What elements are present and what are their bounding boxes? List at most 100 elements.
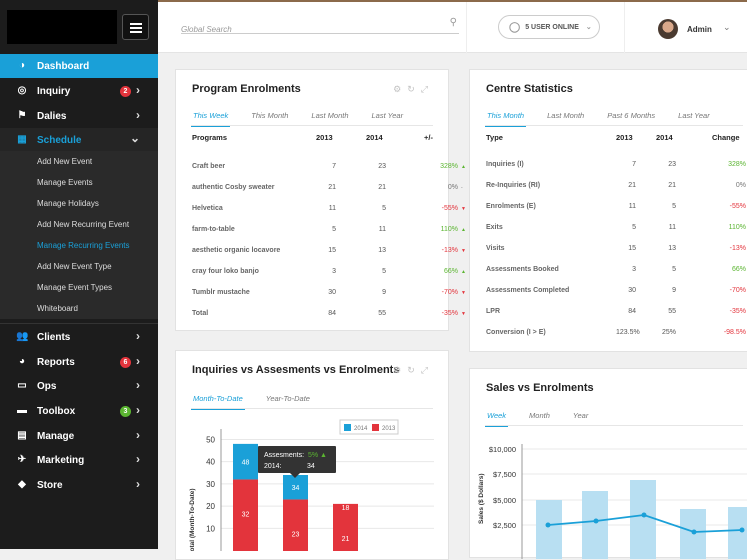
sidebar-item-schedule[interactable]: ▦ Schedule ⌄	[0, 128, 158, 152]
sales-chart: $10,000 $7,500 $5,000 $2,500 Sales ($ Dollar…	[478, 444, 747, 559]
menu-toggle-icon[interactable]	[122, 14, 149, 40]
expand-icon[interactable]: ⤢	[420, 365, 434, 375]
bar-2014[interactable]	[233, 443, 258, 480]
tab-this-week[interactable]: This Week	[191, 111, 231, 127]
gear-icon[interactable]: ⚙	[393, 84, 408, 94]
sidebar-subitem[interactable]: Manage Event Types	[0, 277, 158, 298]
column-header: 2014	[656, 133, 673, 142]
avatar[interactable]	[658, 19, 678, 39]
y-tick-label: 20	[206, 502, 215, 511]
sidebar-item-dailies[interactable]: ⚑ Dalies ›	[0, 104, 158, 128]
bar-2013[interactable]	[233, 479, 258, 551]
sidebar-item-toolbox[interactable]: ▬ Toolbox › 3	[0, 399, 158, 423]
tab-month-to-date[interactable]: Month-To-Date	[191, 394, 245, 410]
y-tick-label: 10	[206, 524, 215, 533]
line-point[interactable]	[691, 529, 697, 535]
row-label: Craft beer	[192, 163, 226, 170]
sidebar-subitem[interactable]: Add New Event	[0, 151, 158, 172]
bar-2014[interactable]	[283, 475, 308, 500]
data-label: 34	[292, 485, 300, 492]
line-point[interactable]	[545, 522, 551, 528]
sidebar-subitem[interactable]: Manage Holidays	[0, 193, 158, 214]
chevron-down-icon[interactable]: ⌄	[723, 22, 731, 32]
cell-value: 55	[378, 310, 386, 317]
gear-icon[interactable]: ⚙	[393, 365, 408, 375]
row-label: Helvetica	[192, 205, 223, 212]
sidebar-subitem[interactable]: Manage Recurring Events	[0, 235, 158, 256]
data-label: 18	[342, 505, 350, 512]
divider	[624, 2, 625, 54]
sidebar-item-label: Marketing	[37, 454, 85, 466]
tab-this-month[interactable]: This Month	[485, 111, 527, 127]
tab-month[interactable]: Month	[529, 411, 550, 420]
sidebar-item-dashboard[interactable]: ◑ Dashboard	[0, 54, 158, 78]
cell-value: -98.5%	[723, 329, 746, 336]
refresh-icon[interactable]: ↻	[407, 84, 421, 94]
sidebar-item-reports[interactable]: ◕ Reports › 6	[0, 350, 158, 374]
sidebar-item-ops[interactable]: ▭ Ops ›	[0, 374, 158, 398]
column-header: Change	[712, 133, 740, 142]
sidebar-item-label: Reports	[37, 356, 75, 368]
expand-icon[interactable]: ⤢	[420, 84, 434, 94]
search-input[interactable]: Global Search ⚲	[181, 17, 459, 34]
bar-2013[interactable]	[283, 499, 308, 551]
count-badge: 3	[120, 406, 131, 417]
cell-value: 328%	[728, 161, 746, 168]
y-tick-label: $5,000	[493, 496, 516, 505]
sidebar-item-label: Manage	[37, 430, 75, 442]
arrow-down-icon: ▼	[461, 206, 466, 212]
line-point[interactable]	[593, 518, 599, 524]
sales-bar[interactable]	[630, 480, 656, 559]
sidebar-subitem[interactable]: Whiteboard	[0, 298, 158, 319]
line-point[interactable]	[641, 512, 647, 518]
cell-value: -35%	[441, 310, 458, 317]
row-label: Inquiries (I)	[486, 161, 524, 168]
sidebar-item-clients[interactable]: 👥 Clients ›	[0, 325, 158, 349]
cell-value: 5	[672, 266, 676, 273]
cell-value: 15	[628, 245, 636, 252]
sidebar-subitem[interactable]: Add New Recurring Event	[0, 214, 158, 235]
search-icon[interactable]: ⚲	[449, 17, 457, 28]
cell-value: 84	[328, 310, 336, 317]
users-icon: 👥	[16, 331, 29, 342]
refresh-icon[interactable]: ↻	[407, 365, 421, 375]
sidebar-item-manage[interactable]: ▤ Manage ›	[0, 424, 158, 448]
chevron-right-icon: ›	[136, 403, 140, 417]
bar-2013[interactable]	[333, 503, 358, 551]
sidebar-item-inquiry[interactable]: ◎ Inquiry › 2	[0, 79, 158, 103]
cell-value: 5	[382, 205, 386, 212]
online-users-button[interactable]: ◯ 5 USER ONLINE ⌄	[498, 15, 600, 39]
tab-last-month[interactable]: Last Month	[311, 111, 349, 120]
tab-last-month[interactable]: Last Month	[547, 111, 585, 120]
sidebar-subitem[interactable]: Manage Events	[0, 172, 158, 193]
dash-icon: -	[461, 185, 463, 191]
calendar-icon: ▦	[17, 134, 27, 145]
sales-bar[interactable]	[728, 507, 747, 559]
arrow-up-icon: ▲	[461, 164, 466, 170]
tab-last-year[interactable]: Last Year	[371, 111, 404, 120]
tab-year[interactable]: Year	[572, 411, 589, 420]
cell-value: 5	[672, 203, 676, 210]
desktop-icon: ▭	[17, 380, 27, 391]
data-label: 21	[342, 536, 350, 543]
sidebar-item-marketing[interactable]: ✈ Marketing ›	[0, 448, 158, 472]
chevron-right-icon: ›	[136, 428, 140, 442]
tab-year-to-date[interactable]: Year-To-Date	[265, 394, 310, 403]
cell-value: 55	[668, 308, 676, 315]
sales-bar[interactable]	[536, 500, 562, 559]
panel-title: Centre Statistics	[486, 83, 573, 95]
chevron-down-icon: ⌄	[129, 131, 140, 145]
line-point[interactable]	[739, 527, 745, 533]
tab-week[interactable]: Week	[485, 411, 509, 427]
sidebar-item-store[interactable]: ◆ Store ›	[0, 473, 158, 497]
sales-bar[interactable]	[582, 491, 608, 559]
count-badge: 6	[120, 357, 131, 368]
tab-this-month[interactable]: This Month	[251, 111, 289, 120]
cell-value: 15	[328, 247, 336, 254]
chart-legend: 2014 2013	[339, 419, 399, 435]
sidebar-subitem[interactable]: Add New Event Type	[0, 256, 158, 277]
svg-text:5% ▲: 5% ▲	[308, 452, 327, 459]
user-name[interactable]: Admin	[687, 25, 712, 34]
tab-past-6-months[interactable]: Past 6 Months	[607, 111, 656, 120]
tab-last-year[interactable]: Last Year	[678, 111, 710, 120]
